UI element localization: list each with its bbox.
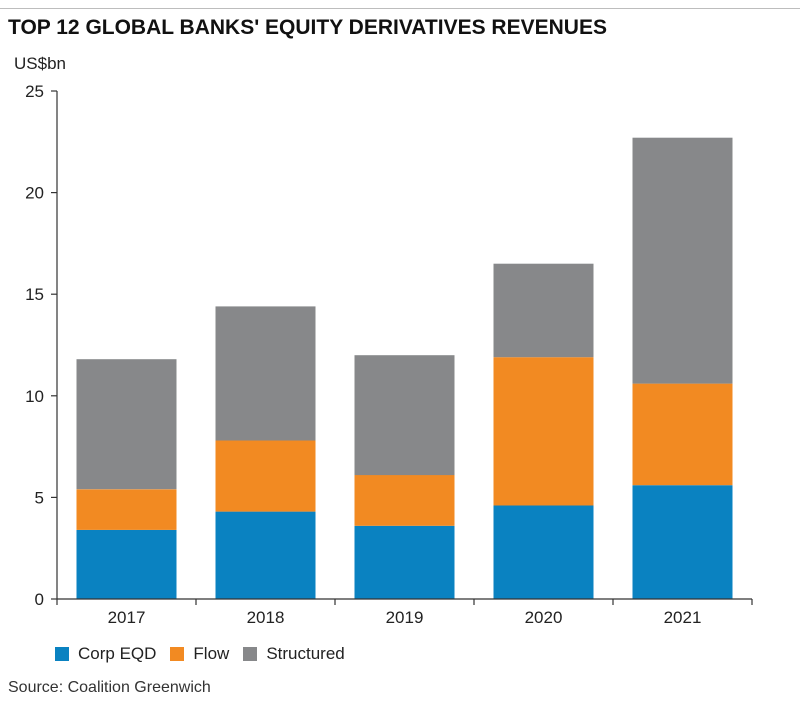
bar-structured-2020 — [493, 263, 594, 358]
legend-item-structured: Structured — [243, 644, 345, 664]
legend-label-flow: Flow — [193, 644, 230, 663]
bar-flow-2020 — [493, 357, 594, 506]
bar-corp-eqd-2019 — [354, 525, 455, 599]
x-tick-label-2017: 2017 — [108, 608, 146, 627]
bar-corp-eqd-2017 — [76, 529, 177, 599]
legend-item-flow: Flow — [170, 644, 229, 664]
y-tick-label-10: 10 — [25, 387, 44, 406]
y-tick-label-0: 0 — [35, 590, 44, 609]
bar-flow-2021 — [632, 383, 733, 486]
legend-swatch-flow — [170, 647, 185, 661]
legend-label-corp-eqd: Corp EQD — [78, 644, 157, 663]
y-tick-label-25: 25 — [25, 82, 44, 101]
x-tick-label-2020: 2020 — [525, 608, 563, 627]
legend: Corp EQD Flow Structured — [55, 644, 359, 664]
bar-flow-2017 — [76, 489, 177, 530]
y-tick-label-15: 15 — [25, 285, 44, 304]
x-tick-label-2021: 2021 — [664, 608, 702, 627]
bar-structured-2018 — [215, 306, 316, 441]
bars-group — [76, 137, 733, 599]
legend-swatch-structured — [243, 647, 258, 661]
bar-corp-eqd-2018 — [215, 511, 316, 599]
bar-flow-2018 — [215, 440, 316, 512]
legend-item-corp-eqd: Corp EQD — [55, 644, 156, 664]
chart-title: TOP 12 GLOBAL BANKS' EQUITY DERIVATIVES … — [8, 16, 607, 39]
legend-label-structured: Structured — [266, 644, 345, 663]
source-note: Source: Coalition Greenwich — [8, 679, 211, 696]
y-tick-label-5: 5 — [35, 488, 44, 507]
bar-structured-2017 — [76, 359, 177, 490]
y-axis-unit-label: US$bn — [14, 54, 66, 73]
legend-swatch-corp-eqd — [55, 647, 69, 661]
bar-corp-eqd-2020 — [493, 505, 594, 599]
bar-structured-2019 — [354, 355, 455, 476]
x-tick-label-2019: 2019 — [386, 608, 424, 627]
y-tick-label-20: 20 — [25, 184, 44, 203]
bar-flow-2019 — [354, 475, 455, 526]
bar-structured-2021 — [632, 137, 733, 384]
bar-corp-eqd-2021 — [632, 485, 733, 599]
axes-group: 2017 2018 2019 2020 2021 0 5 10 15 20 25 — [25, 82, 753, 627]
x-tick-label-2018: 2018 — [247, 608, 285, 627]
top-rule — [0, 8, 800, 9]
